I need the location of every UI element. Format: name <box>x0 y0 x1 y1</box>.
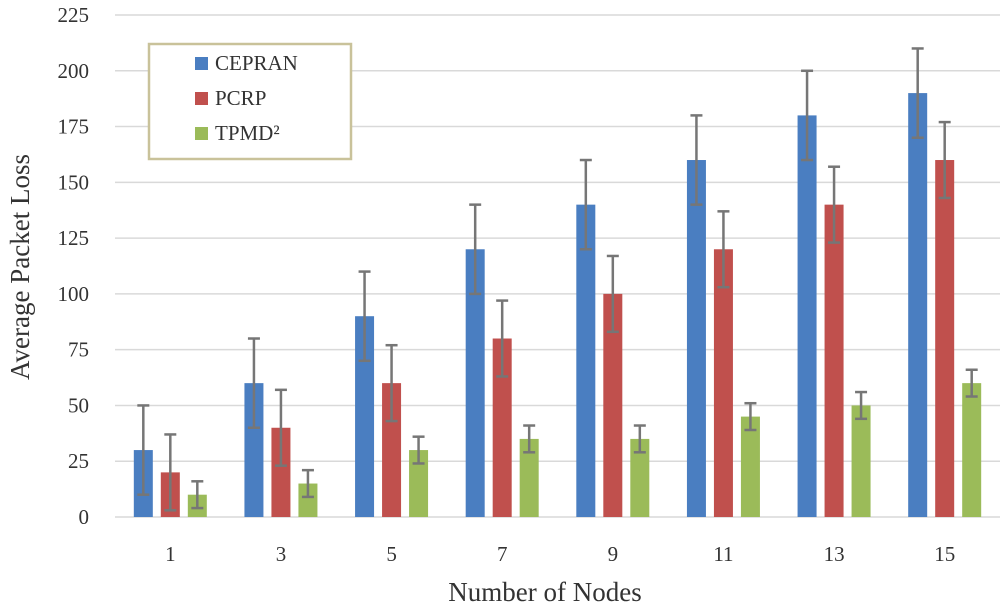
error-bar-tpmd-5 <box>412 435 425 465</box>
y-axis-label: Average Packet Loss <box>5 154 35 380</box>
bar-tpmd-5 <box>409 450 429 517</box>
y-tick-label-225: 225 <box>58 3 90 27</box>
y-tick-label-125: 125 <box>58 226 90 250</box>
bar-tpmd-9 <box>630 438 650 517</box>
x-tick-label-7: 7 <box>497 542 508 566</box>
error-bar-pcrp-13 <box>828 165 841 244</box>
y-tick-label-75: 75 <box>68 338 89 362</box>
x-tick-label-11: 11 <box>713 542 733 566</box>
legend-box <box>147 42 353 161</box>
error-bar-tpmd-15 <box>965 368 978 398</box>
bar-cepran-15 <box>908 93 928 517</box>
error-bar-tpmd-1 <box>191 480 204 510</box>
error-bar-pcrp-15 <box>938 120 951 200</box>
error-bar-pcrp-9 <box>606 254 619 334</box>
y-tick-label-150: 150 <box>58 170 90 194</box>
y-axis-tick-labels: 0 25 50 75 100 125 150 175 200 225 <box>58 3 90 529</box>
bar-pcrp-13 <box>824 204 844 517</box>
error-bar-pcrp-7 <box>496 299 509 378</box>
legend-swatch-cepran <box>195 57 208 70</box>
y-tick-label-25: 25 <box>68 449 89 473</box>
bar-cepran-7 <box>465 249 485 517</box>
error-bar-cepran-7 <box>469 203 482 296</box>
legend-label-tpmd: TPMD² <box>215 121 280 145</box>
bar-tpmd-11 <box>740 416 760 517</box>
legend-label-pcrp: PCRP <box>215 86 266 110</box>
bars <box>133 93 982 518</box>
error-bar-pcrp-1 <box>164 433 177 512</box>
x-tick-label-13: 13 <box>824 542 845 566</box>
legend: CEPRAN PCRP TPMD² <box>147 42 353 161</box>
legend-label-cepran: CEPRAN <box>215 51 298 75</box>
x-tick-label-5: 5 <box>386 542 397 566</box>
x-tick-label-3: 3 <box>276 542 287 566</box>
error-bar-cepran-9 <box>579 158 592 251</box>
bar-cepran-11 <box>686 160 706 517</box>
error-bars <box>137 47 978 512</box>
error-bar-tpmd-13 <box>855 390 868 421</box>
x-axis-tick-labels: 1 3 5 7 9 11 13 15 <box>165 542 955 566</box>
y-tick-label-0: 0 <box>79 505 90 529</box>
bar-pcrp-7 <box>492 338 512 517</box>
legend-swatch-pcrp <box>195 92 208 105</box>
error-bar-cepran-3 <box>247 337 260 430</box>
bar-pcrp-3 <box>271 427 291 517</box>
error-bar-pcrp-11 <box>717 210 730 289</box>
y-tick-label-200: 200 <box>58 59 90 83</box>
error-bar-cepran-13 <box>801 69 814 162</box>
bar-cepran-5 <box>355 316 375 517</box>
bar-pcrp-9 <box>603 293 623 517</box>
error-bar-tpmd-7 <box>523 424 536 454</box>
y-tick-label-175: 175 <box>58 115 90 139</box>
error-bar-cepran-15 <box>911 47 924 139</box>
x-tick-label-15: 15 <box>934 542 955 566</box>
bar-pcrp-15 <box>935 160 955 517</box>
bar-cepran-13 <box>797 115 817 518</box>
bar-tpmd-3 <box>298 483 318 517</box>
x-axis-label: Number of Nodes <box>448 577 641 607</box>
error-bar-cepran-5 <box>358 270 371 363</box>
bar-tpmd-13 <box>851 405 871 517</box>
y-tick-label-50: 50 <box>68 393 89 417</box>
error-bar-pcrp-3 <box>274 388 287 467</box>
error-bar-tpmd-11 <box>744 401 757 432</box>
error-bar-tpmd-3 <box>301 468 314 499</box>
error-bar-cepran-1 <box>137 404 150 496</box>
error-bar-tpmd-9 <box>633 424 646 454</box>
error-bar-pcrp-5 <box>385 343 398 423</box>
bar-pcrp-5 <box>382 383 402 517</box>
bar-cepran-9 <box>576 204 596 517</box>
y-tick-label-100: 100 <box>58 282 90 306</box>
legend-swatch-tpmd <box>195 127 208 140</box>
x-tick-label-1: 1 <box>165 542 176 566</box>
bar-pcrp-11 <box>713 249 733 517</box>
bar-tpmd-7 <box>519 438 539 517</box>
bar-cepran-3 <box>244 383 264 517</box>
bar-tpmd-15 <box>962 383 982 517</box>
x-tick-label-9: 9 <box>608 542 619 566</box>
error-bar-cepran-11 <box>690 114 703 206</box>
